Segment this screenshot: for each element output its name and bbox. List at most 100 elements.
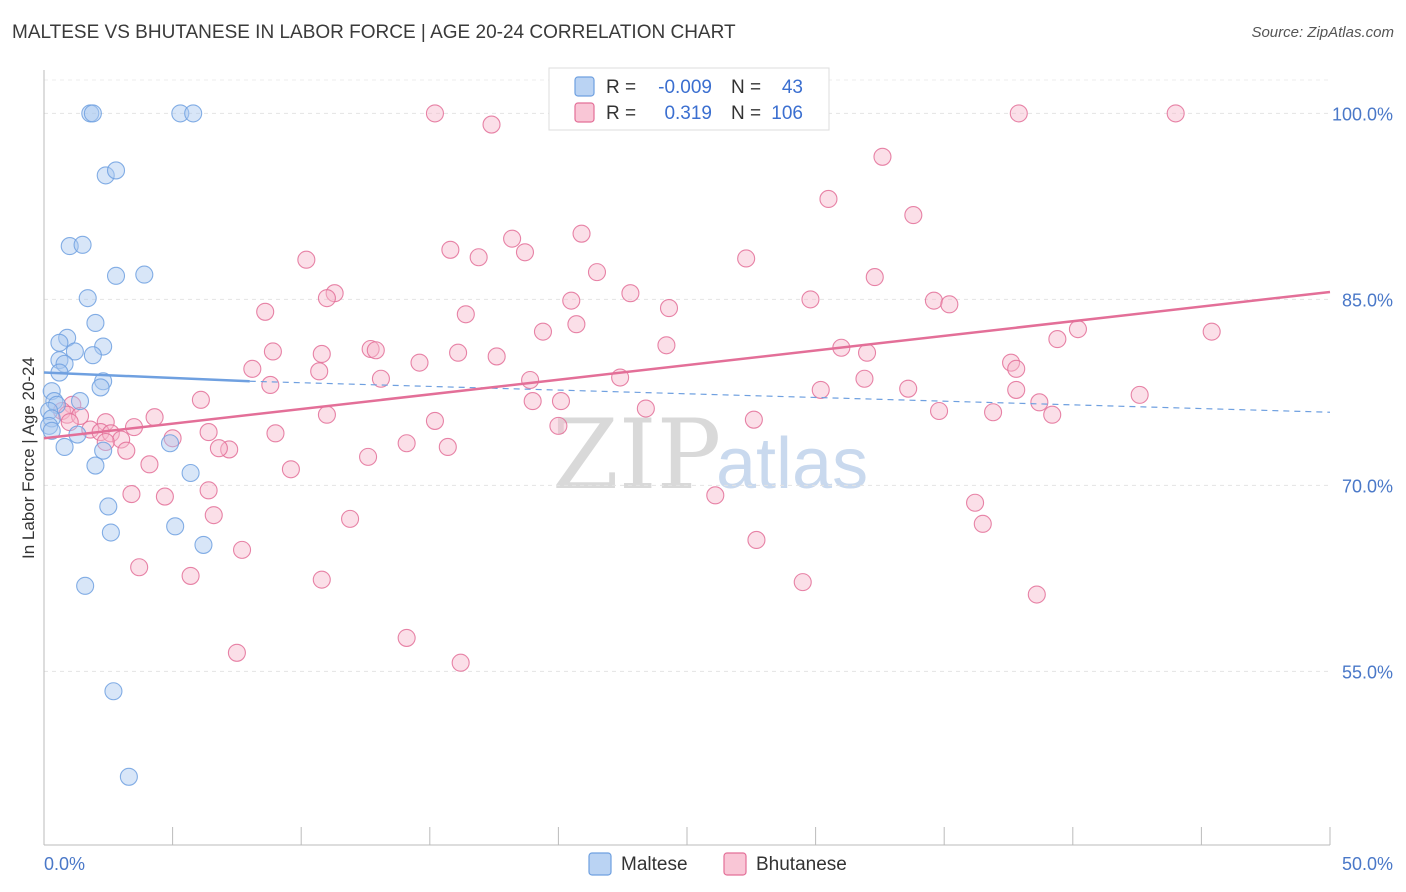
bhutanese-point (266, 424, 285, 443)
watermark-atlas: atlas (716, 424, 868, 504)
maltese-point (86, 313, 105, 333)
maltese-point (160, 434, 180, 453)
maltese-point (91, 378, 110, 397)
bhutanese-point (256, 302, 275, 321)
bhutanese-point (441, 240, 460, 259)
legend-n-value-bhutanese: 106 (771, 103, 803, 124)
bhutanese-point (801, 290, 820, 309)
maltese-point (70, 392, 90, 411)
bhutanese-point (112, 430, 131, 449)
bhutanese-point (855, 369, 874, 388)
bhutanese-point (122, 485, 141, 504)
bhutanese-point (341, 509, 360, 528)
bhutanese-point (940, 295, 959, 314)
bhutanese-point (397, 434, 416, 453)
watermark-zip: ZIP (552, 399, 721, 511)
bottom-legend-label-maltese: Maltese (621, 854, 688, 875)
y-tick-labels: 55.0% 70.0% 85.0% 100.0% (1332, 104, 1393, 682)
bhutanese-point (572, 224, 591, 243)
bhutanese-point (521, 370, 540, 390)
maltese-point (50, 333, 69, 352)
maltese-point (42, 409, 61, 428)
bottom-legend-label-bhutanese: Bhutanese (756, 854, 847, 875)
bhutanese-point (857, 343, 877, 362)
bhutanese-point (227, 643, 246, 662)
bhutanese-point (930, 401, 949, 421)
bhutanese-point (310, 362, 329, 381)
maltese-point (94, 441, 113, 460)
bhutanese-point (984, 403, 1003, 422)
bhutanese-point (819, 189, 838, 209)
bhutanese-point (1202, 322, 1221, 341)
maltese-point (83, 104, 102, 123)
bhutanese-point (232, 540, 252, 559)
series-maltese-points (40, 104, 213, 786)
maltese-point (83, 346, 102, 365)
bhutanese-point (567, 315, 586, 334)
bhutanese-point (1007, 359, 1026, 378)
bhutanese-point (263, 342, 282, 361)
maltese-point (101, 523, 120, 542)
bhutanese-point (706, 486, 725, 505)
bottom-legend-swatch-maltese (588, 852, 612, 876)
legend-swatch-bhutanese (574, 102, 595, 123)
maltese-point (106, 161, 126, 180)
bhutanese-point (456, 305, 475, 324)
bhutanese-point (1027, 585, 1046, 604)
legend: R = -0.009 N = 43 R = 0.319 N = 106 (548, 67, 830, 131)
bhutanese-point (747, 530, 766, 550)
maltese-point (119, 767, 138, 786)
bhutanese-point (243, 359, 262, 378)
bhutanese-point (904, 206, 923, 225)
bhutanese-point (317, 289, 336, 308)
bhutanese-point (145, 408, 164, 427)
series-bhutanese-points (52, 104, 1221, 672)
bhutanese-point (1068, 320, 1087, 339)
bhutanese-point (425, 411, 444, 430)
x-tick-label-min: 0.0% (44, 854, 85, 874)
bhutanese-point (281, 460, 300, 479)
bhutanese-point (155, 487, 174, 506)
bhutanese-point (312, 344, 331, 364)
trend-lines (43, 290, 1331, 440)
bhutanese-point (811, 380, 830, 399)
maltese-point (194, 535, 213, 554)
legend-r-value-maltese: -0.009 (658, 77, 712, 98)
bhutanese-point (1007, 380, 1026, 399)
bhutanese-point (438, 437, 457, 457)
bhutanese-point (562, 291, 581, 310)
maltese-point (135, 265, 154, 284)
bhutanese-point (793, 573, 812, 592)
bhutanese-point (469, 248, 488, 267)
bhutanese-point (1048, 330, 1067, 349)
y-tick-label: 55.0% (1342, 662, 1393, 682)
maltese-trend-line (43, 371, 250, 383)
bhutanese-point (873, 147, 892, 166)
bhutanese-point (317, 405, 336, 424)
watermark: ZIP atlas (552, 399, 868, 511)
bhutanese-point (1166, 104, 1185, 123)
maltese-point (42, 421, 61, 440)
bhutanese-point (621, 284, 640, 303)
bhutanese-point (181, 566, 200, 585)
grid (44, 79, 1330, 672)
maltese-point (171, 104, 190, 123)
bhutanese-point (737, 249, 756, 268)
maltese-point (184, 104, 203, 123)
bhutanese-point (1043, 405, 1062, 424)
bhutanese-point (973, 514, 992, 533)
maltese-point (96, 166, 115, 185)
legend-swatch-maltese (574, 76, 595, 97)
y-axis-title: In Labor Force | Age 20-24 (19, 357, 38, 559)
bhutanese-point (482, 115, 501, 134)
bhutanese-point (70, 406, 90, 426)
bhutanese-point (899, 379, 918, 398)
bhutanese-point (657, 336, 676, 355)
bhutanese-point (449, 343, 468, 362)
maltese-point (106, 266, 126, 285)
bhutanese-point (636, 399, 655, 418)
bhutanese-point (549, 416, 568, 435)
bhutanese-point (1030, 393, 1049, 412)
bhutanese-point (865, 268, 884, 287)
bhutanese-point (533, 322, 553, 341)
